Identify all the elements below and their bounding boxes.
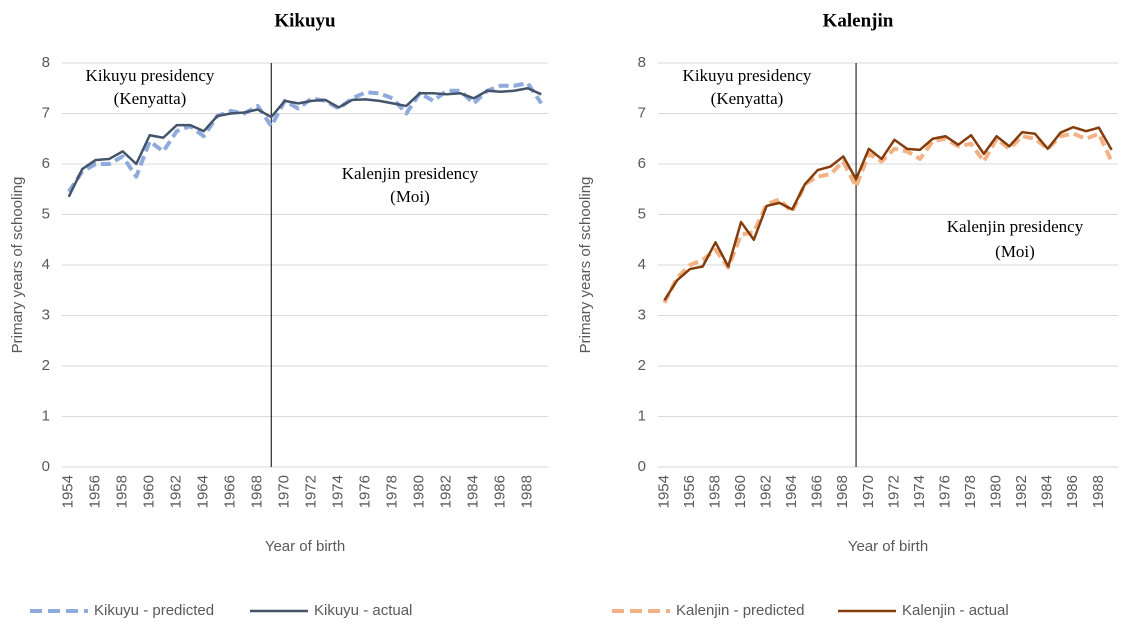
x-tick-label: 1970 (276, 475, 293, 508)
x-tick-label: 1980 (988, 475, 1005, 508)
x-tick-label: 1972 (885, 475, 902, 508)
chart-title: Kikuyu (274, 10, 336, 31)
x-tick-label: 1954 (655, 475, 672, 508)
y-tick-label: 0 (638, 458, 646, 475)
legend-label: Kikuyu - actual (314, 602, 412, 619)
y-tick-label: 5 (42, 205, 50, 222)
y-tick-label: 7 (638, 104, 646, 121)
data-line (67, 87, 542, 198)
x-tick-label: 1970 (860, 475, 877, 508)
y-tick-label: 7 (42, 104, 50, 121)
x-tick-label: 1956 (681, 475, 698, 508)
y-tick-label: 8 (42, 54, 50, 71)
data-line (662, 131, 1114, 304)
x-tick-label: 1972 (303, 475, 320, 508)
annotation: Kikuyu presidency (683, 66, 812, 85)
y-axis-label: Primary years of schooling (577, 177, 594, 354)
x-tick-label: 1978 (962, 475, 979, 508)
x-tick-label: 1982 (438, 475, 455, 508)
y-axis-label: Primary years of schooling (9, 177, 26, 354)
y-tick-label: 8 (638, 54, 646, 71)
y-tick-label: 6 (638, 155, 646, 172)
x-axis-label: Year of birth (265, 538, 345, 555)
x-tick-label: 1964 (195, 475, 212, 508)
x-tick-label: 1964 (783, 475, 800, 508)
x-tick-label: 1956 (87, 475, 104, 508)
annotation: Kikuyu presidency (86, 66, 215, 85)
annotation: (Kenyatta) (114, 89, 187, 108)
legend-label: Kikuyu - predicted (94, 602, 214, 619)
x-tick-label: 1968 (834, 475, 851, 508)
y-tick-label: 1 (638, 407, 646, 424)
x-tick-label: 1982 (1013, 475, 1030, 508)
x-tick-label: 1978 (384, 475, 401, 508)
y-tick-label: 3 (42, 306, 50, 323)
y-tick-label: 3 (638, 306, 646, 323)
x-tick-label: 1980 (411, 475, 428, 508)
y-tick-label: 2 (42, 357, 50, 374)
x-tick-label: 1984 (465, 475, 482, 508)
annotation: Kalenjin presidency (947, 217, 1084, 236)
x-tick-label: 1974 (911, 475, 928, 508)
x-tick-label: 1988 (1090, 475, 1107, 508)
data-line (663, 125, 1113, 302)
x-axis-label: Year of birth (848, 538, 928, 555)
x-tick-label: 1958 (114, 475, 131, 508)
x-tick-label: 1966 (809, 475, 826, 508)
x-tick-label: 1984 (1039, 475, 1056, 508)
y-tick-label: 4 (42, 256, 50, 273)
y-tick-label: 6 (42, 155, 50, 172)
y-tick-label: 2 (638, 357, 646, 374)
x-tick-label: 1976 (357, 475, 374, 508)
chart-title: Kalenjin (823, 10, 894, 31)
x-tick-label: 1974 (330, 475, 347, 508)
x-tick-label: 1960 (732, 475, 749, 508)
x-tick-label: 1968 (249, 475, 266, 508)
x-tick-label: 1954 (60, 475, 77, 508)
x-tick-label: 1958 (706, 475, 723, 508)
annotation: (Kenyatta) (711, 89, 784, 108)
y-tick-label: 1 (42, 407, 50, 424)
x-tick-label: 1976 (936, 475, 953, 508)
y-tick-label: 0 (42, 458, 50, 475)
legend-label: Kalenjin - actual (902, 602, 1009, 619)
x-tick-label: 1966 (222, 475, 239, 508)
x-tick-label: 1986 (1064, 475, 1081, 508)
y-tick-label: 5 (638, 205, 646, 222)
legend-label: Kalenjin - predicted (676, 602, 804, 619)
annotation: (Moi) (390, 187, 430, 206)
x-tick-label: 1960 (141, 475, 158, 508)
x-tick-label: 1988 (519, 475, 536, 508)
x-tick-label: 1986 (492, 475, 509, 508)
x-tick-label: 1962 (758, 475, 775, 508)
y-tick-label: 4 (638, 256, 646, 273)
x-tick-label: 1962 (168, 475, 185, 508)
annotation: Kalenjin presidency (342, 164, 479, 183)
annotation: (Moi) (995, 242, 1035, 261)
